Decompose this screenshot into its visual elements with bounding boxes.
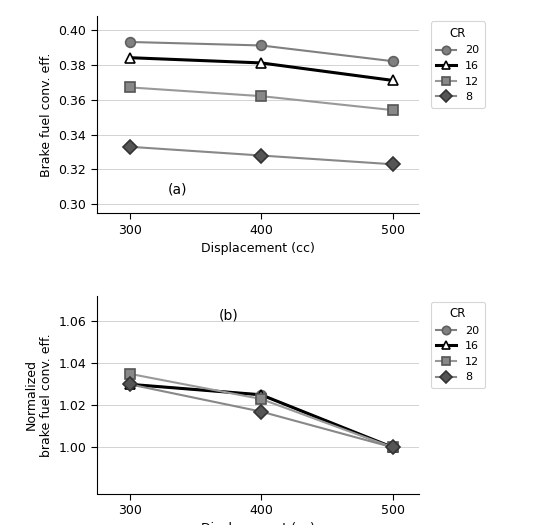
- X-axis label: Displacement (cc): Displacement (cc): [201, 522, 315, 525]
- X-axis label: Displacement (cc): Displacement (cc): [201, 242, 315, 255]
- Y-axis label: Brake fuel conv. eff.: Brake fuel conv. eff.: [40, 52, 53, 176]
- Y-axis label: Normalized
brake fuel conv. eff.: Normalized brake fuel conv. eff.: [25, 333, 53, 457]
- Text: (a): (a): [168, 182, 187, 196]
- Text: (b): (b): [219, 309, 239, 323]
- Legend: 20, 16, 12, 8: 20, 16, 12, 8: [431, 22, 485, 108]
- Legend: 20, 16, 12, 8: 20, 16, 12, 8: [431, 302, 485, 388]
